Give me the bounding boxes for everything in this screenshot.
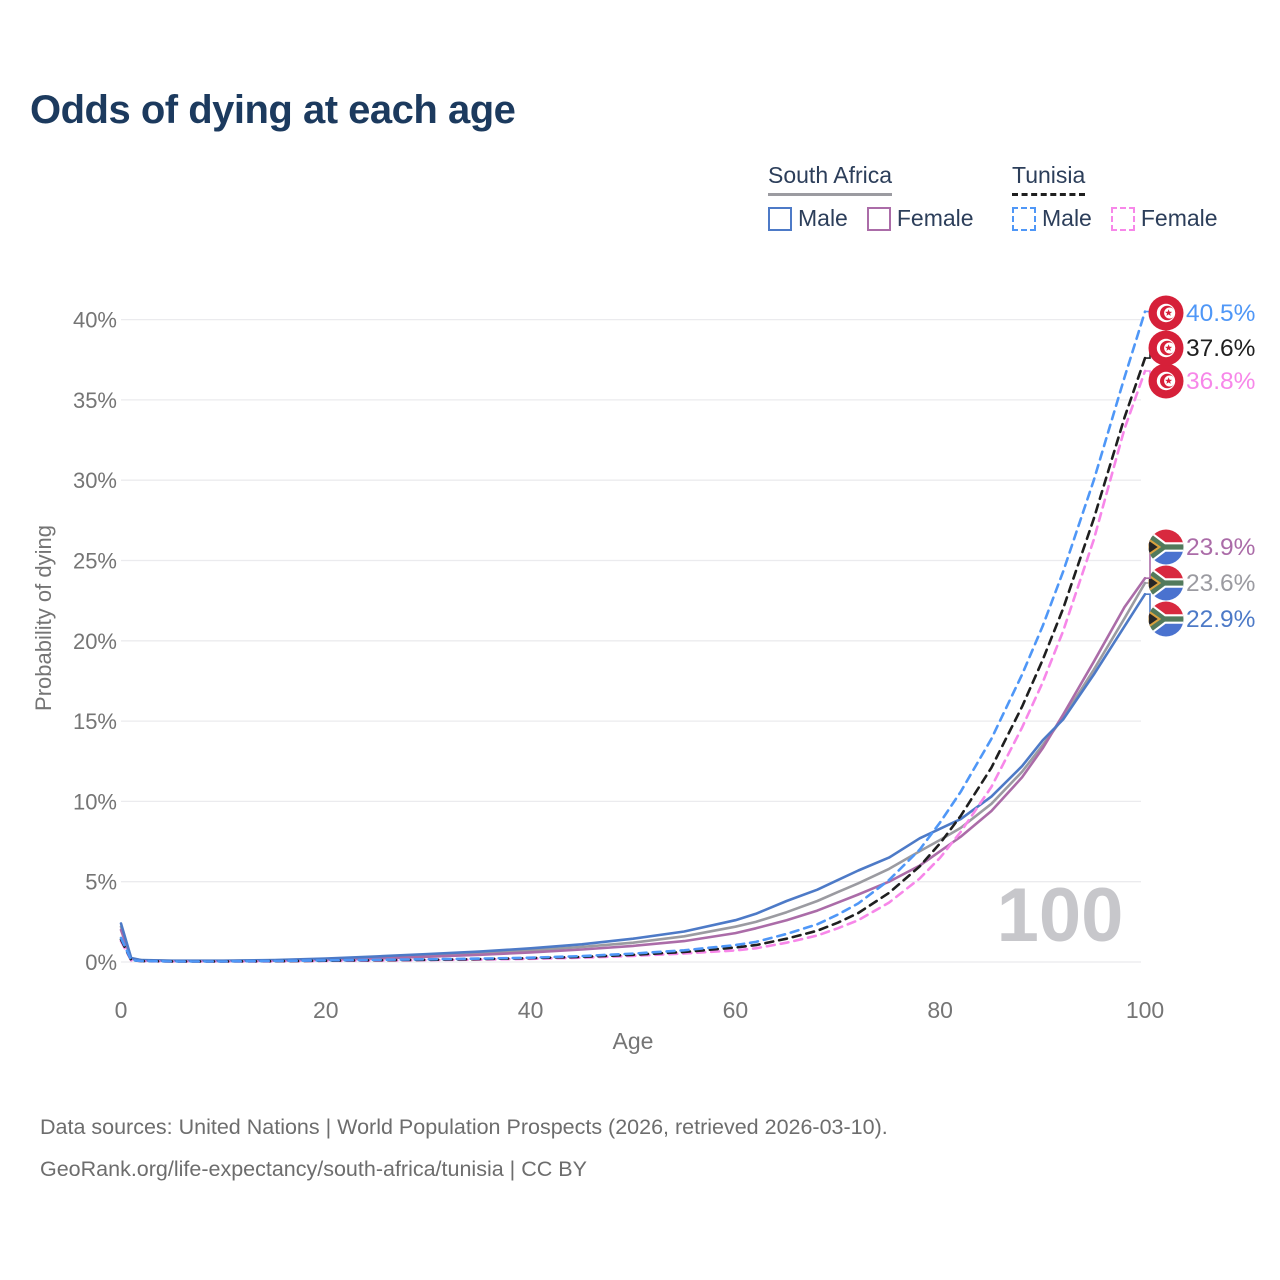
legend-group-south-africa: South Africa Male Female: [768, 162, 974, 232]
chart-title: Odds of dying at each age: [30, 88, 516, 132]
south-africa-flag-icon: [1148, 565, 1184, 601]
x-axis-title: Age: [612, 1028, 654, 1054]
tn-male-swatch-icon: [1012, 206, 1036, 231]
legend-item-tn-male[interactable]: Male: [1012, 205, 1092, 232]
data-sources-line: Data sources: United Nations | World Pop…: [40, 1115, 888, 1139]
end-value-label-sa_both: 23.6%: [1186, 570, 1255, 597]
legend-label: Male: [798, 205, 848, 231]
legend-label: Female: [1140, 205, 1218, 231]
legend-group-title-tunisia: Tunisia: [1012, 162, 1086, 196]
y-tick-label: 0%: [85, 950, 117, 975]
end-value-label-tn_male: 40.5%: [1186, 300, 1255, 327]
y-tick-label: 20%: [73, 629, 117, 654]
end-value-label-sa_female: 23.9%: [1186, 534, 1255, 561]
legend-item-sa-male[interactable]: Male: [768, 205, 848, 232]
legend-label: Male: [1042, 205, 1092, 231]
x-tick-label: 60: [723, 997, 749, 1023]
y-tick-label: 30%: [73, 468, 117, 493]
legend-items-south-africa: Male Female: [768, 205, 974, 232]
sa-female-swatch-icon: [866, 206, 891, 231]
series-line-sa_male: [119, 592, 1147, 963]
y-tick-label: 10%: [73, 789, 117, 814]
y-tick-label: 35%: [73, 388, 117, 413]
series-line-tn_both: [119, 356, 1147, 963]
south-africa-flag-icon: [1148, 529, 1184, 565]
series-line-tn_female: [119, 369, 1147, 963]
x-tick-label: 80: [927, 997, 953, 1023]
series-line-tn_male: [119, 310, 1147, 963]
tunisia-flag-icon: [1148, 295, 1184, 331]
end-value-label-tn_both: 37.6%: [1186, 335, 1255, 362]
y-tick-label: 15%: [73, 709, 117, 734]
georank-url-line: GeoRank.org/life-expectancy/south-africa…: [40, 1157, 587, 1181]
end-value-label-tn_female: 36.8%: [1186, 368, 1255, 395]
legend-label: Female: [896, 205, 974, 231]
end-value-label-sa_male: 22.9%: [1186, 606, 1255, 633]
south-africa-flag-icon: [1148, 601, 1184, 637]
legend-group-tunisia: Tunisia Male Female: [1012, 162, 1218, 232]
legend-group-title-south-africa: South Africa: [768, 162, 893, 196]
tunisia-flag-icon: [1148, 363, 1184, 399]
x-tick-label: 0: [115, 997, 128, 1023]
age-counter-watermark: 100: [997, 873, 1124, 958]
legend-item-tn-female[interactable]: Female: [1110, 205, 1218, 232]
series-line-sa_both: [119, 581, 1147, 963]
tunisia-flag-icon: [1148, 330, 1184, 366]
y-tick-label: 5%: [85, 870, 117, 895]
tn-female-swatch-icon: [1110, 206, 1135, 231]
attribution-footer: Data sources: United Nations | World Pop…: [40, 1106, 888, 1190]
y-tick-label: 25%: [73, 549, 117, 574]
sa-male-swatch-icon: [768, 206, 792, 231]
x-tick-label: 100: [1126, 997, 1164, 1023]
legend-items-tunisia: Male Female: [1012, 205, 1218, 232]
legend-item-sa-female[interactable]: Female: [866, 205, 974, 232]
y-tick-label: 40%: [73, 308, 117, 333]
x-tick-label: 40: [518, 997, 544, 1023]
x-tick-label: 20: [313, 997, 339, 1023]
